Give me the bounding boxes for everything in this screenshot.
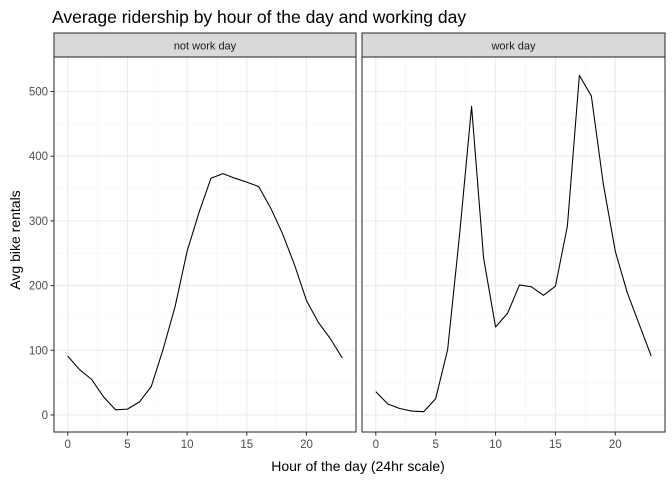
facet-strip (53, 32, 357, 58)
x-tick-label: 20 (300, 439, 313, 451)
facet-panel: work day 0 5 10 15 20 (361, 32, 666, 451)
y-tick-label: 200 (29, 281, 48, 293)
y-axis-title: Avg bike rentals (7, 190, 23, 289)
y-tick-label: 400 (29, 151, 48, 163)
y-tick-label: 100 (29, 345, 48, 357)
chart-title: Average ridership by hour of the day and… (52, 7, 466, 27)
y-tick-label: 0 (42, 410, 48, 422)
x-tick-label: 20 (609, 439, 622, 451)
x-axis-title: Hour of the day (24hr scale) (271, 458, 445, 474)
facet-strip-label: work day (490, 41, 536, 53)
x-tick-label: 5 (432, 439, 438, 451)
facet-strip-label: not work day (174, 41, 237, 53)
x-tick-label: 0 (373, 439, 379, 451)
x-tick-label: 10 (181, 439, 194, 451)
x-tick-label: 5 (124, 439, 130, 451)
facet-strip (361, 32, 666, 58)
y-tick-label: 300 (29, 216, 48, 228)
series-line (67, 173, 343, 411)
x-tick-label: 15 (240, 439, 253, 451)
x-tick-label: 10 (489, 439, 502, 451)
x-tick-label: 0 (65, 439, 71, 451)
y-tick-label: 500 (29, 87, 48, 99)
series-line (375, 74, 652, 413)
x-tick-label: 15 (549, 439, 562, 451)
panel-background (54, 57, 356, 432)
panel-background (362, 57, 665, 432)
